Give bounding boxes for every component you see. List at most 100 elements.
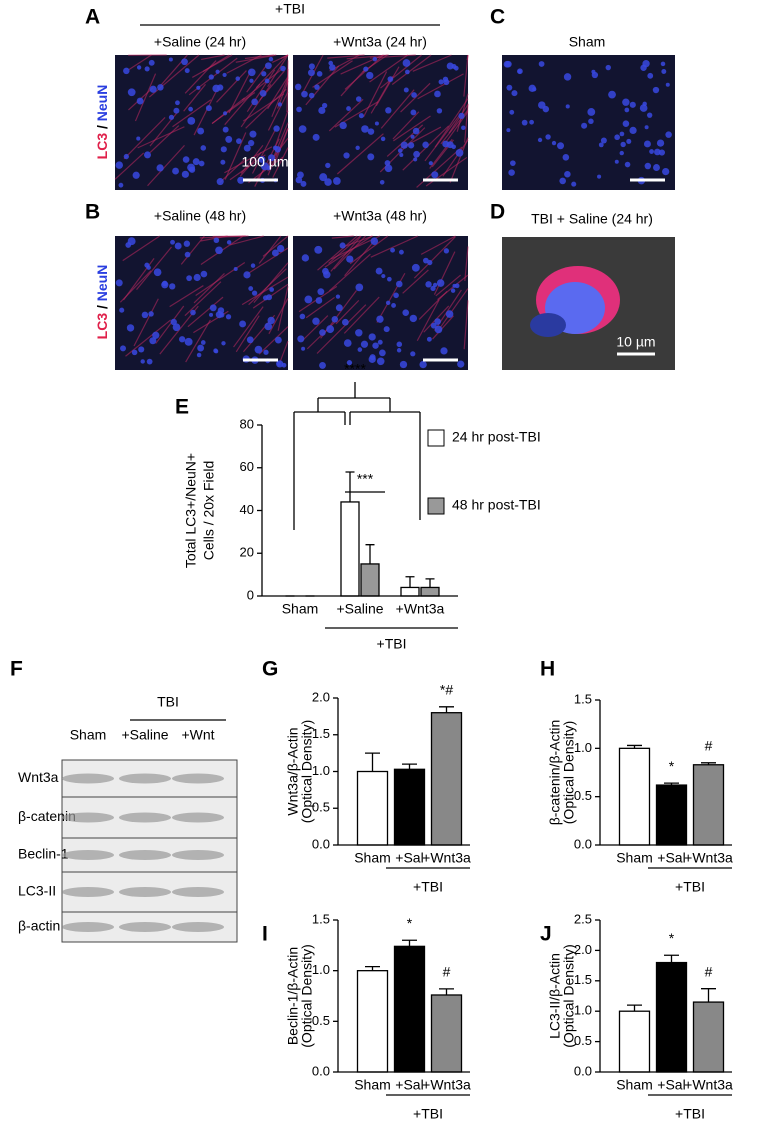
nucleus (226, 240, 232, 245)
lc3-fiber (268, 297, 289, 335)
nucleus (262, 295, 269, 301)
legend-label: 24 hr post-TBI (452, 429, 541, 445)
y-tick-label: 60 (240, 459, 254, 474)
nucleus (643, 140, 651, 148)
nucleus (188, 106, 193, 112)
nucleus (249, 78, 254, 83)
nucleus (357, 347, 363, 352)
nucleus (184, 251, 191, 258)
nucleus (258, 155, 266, 163)
y-tick-label: 0.5 (574, 788, 592, 803)
nucleus (426, 336, 432, 342)
nucleus (387, 276, 392, 282)
lc3-fiber (244, 54, 274, 60)
nucleus (431, 171, 439, 179)
nucleus (461, 125, 466, 130)
lc3-fiber (239, 151, 262, 177)
stain: LC3 (94, 313, 110, 340)
nucleus (381, 273, 386, 279)
blot-band (62, 887, 114, 897)
nucleus (312, 317, 320, 325)
blot-band (172, 850, 224, 860)
stain: / (94, 125, 110, 129)
lc3-fiber (228, 69, 252, 114)
nucleus (537, 137, 543, 143)
lc3-fiber (330, 235, 362, 272)
y-tick-label: 1.5 (574, 691, 592, 706)
panel-letter: B (85, 201, 100, 224)
x-tick-label: +Saline (336, 601, 383, 617)
nucleus (626, 138, 632, 144)
error-bar (405, 576, 415, 588)
nucleus (225, 135, 233, 143)
lc3-fiber (201, 54, 225, 61)
chart: J LC3-II/β-Actin(Optical Density) 0.0 0.5 1.… (540, 911, 733, 1121)
nucleus (346, 106, 351, 111)
lc3-fiber (148, 54, 200, 98)
y-tick-label: 1.5 (312, 726, 330, 741)
nucleus (324, 178, 332, 186)
nucleus (280, 65, 286, 72)
nucleus (620, 141, 626, 148)
lc3-fiber (246, 69, 276, 112)
nucleus (254, 345, 263, 354)
nucleus (653, 164, 660, 172)
nucleus (149, 85, 157, 93)
lc3-fiber (258, 326, 289, 355)
nucleus (152, 331, 160, 339)
nucleus (559, 177, 567, 185)
group-label: +TBI (675, 1106, 705, 1122)
lc3-fiber (245, 88, 287, 129)
nucleus (217, 84, 224, 91)
lc3-fiber (258, 235, 282, 264)
nucleus (428, 161, 433, 166)
nucleus (395, 280, 403, 288)
nucleus (248, 286, 254, 291)
nucleus (144, 66, 150, 72)
nucleus (295, 176, 303, 184)
nucleus (321, 102, 328, 109)
nucleus (249, 130, 257, 138)
blot-band (119, 850, 171, 860)
error-bar (701, 762, 716, 765)
bar (360, 563, 380, 597)
lc3-fiber (272, 147, 289, 178)
lc3-fiber (169, 285, 204, 308)
y-tick-label: 1.0 (312, 763, 330, 778)
nucleus (335, 294, 341, 299)
lc3-fiber (328, 235, 361, 264)
nucleus (277, 102, 283, 107)
lc3-fiber (317, 235, 358, 271)
lc3-fiber (301, 315, 329, 342)
nucleus (411, 263, 420, 272)
lc3-fiber (286, 68, 289, 113)
lc3-fiber (305, 65, 340, 106)
nucleus (156, 164, 164, 172)
x-tick-label: Sham (282, 601, 319, 617)
nucleus (434, 325, 443, 334)
nucleus (402, 309, 410, 316)
nucleus (157, 84, 164, 91)
bar (340, 501, 360, 597)
nucleus (430, 285, 436, 291)
nucleus (654, 148, 661, 156)
nucleus (325, 162, 331, 169)
nucleus (173, 107, 180, 114)
nucleus (132, 171, 140, 179)
western-blot: Sham +Saline +Wnt Wnt3a β-catenin Beclin-1 LC3… (18, 727, 238, 943)
lc3-fiber (187, 296, 224, 328)
nucleus (545, 134, 551, 140)
nucleus (508, 169, 515, 176)
nucleus (384, 160, 391, 166)
row-label: Beclin-1 (18, 846, 69, 862)
lc3-fiber (147, 144, 185, 187)
lc3-fiber (413, 236, 456, 279)
nucleus (374, 121, 379, 126)
significance: *** (357, 471, 374, 487)
nucleus (153, 268, 162, 277)
nucleus (581, 122, 588, 129)
nucleus (436, 108, 443, 114)
nucleus (411, 92, 417, 98)
nucleus (355, 329, 363, 337)
nucleus (297, 335, 305, 343)
